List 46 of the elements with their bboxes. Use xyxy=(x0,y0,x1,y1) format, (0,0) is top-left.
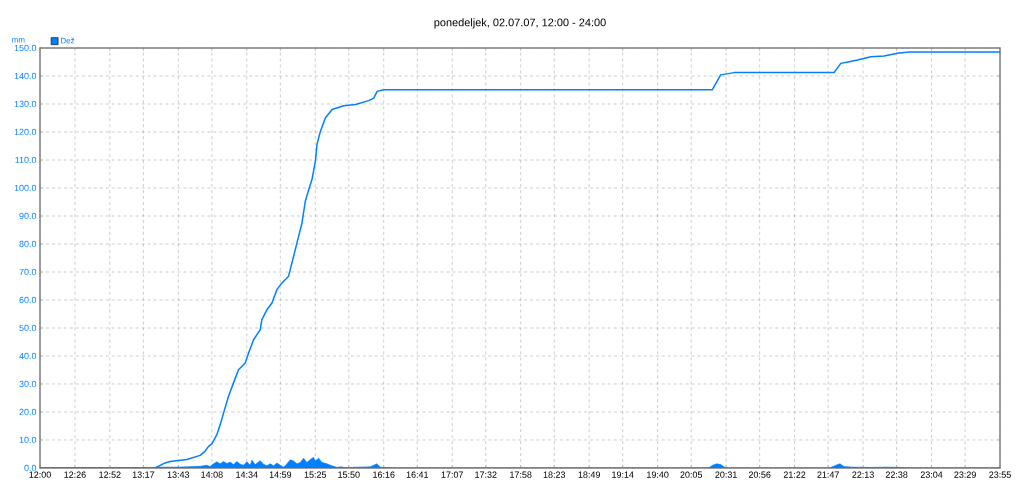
y-tick-label: 70.0 xyxy=(19,268,37,276)
y-tick-label: 100.0 xyxy=(14,184,37,192)
y-tick-label: 50.0 xyxy=(19,324,37,332)
x-tick-label: 20:05 xyxy=(680,471,703,478)
chart-title: ponedeljek, 02.07.07, 12:00 - 24:00 xyxy=(434,18,606,29)
y-tick-label: 90.0 xyxy=(19,212,37,220)
y-tick-label: 120.0 xyxy=(14,128,37,136)
x-tick-label: 14:08 xyxy=(201,471,223,478)
x-tick-label: 17:58 xyxy=(510,471,532,478)
y-tick-label: 40.0 xyxy=(19,352,37,360)
y-tick-label: 140.0 xyxy=(14,72,37,80)
y-tick-label: 150.0 xyxy=(14,44,37,52)
x-tick-label: 19:14 xyxy=(612,471,634,478)
y-tick-label: 10.0 xyxy=(19,436,37,444)
x-tick-label: 22:38 xyxy=(885,471,908,478)
x-tick-label: 14:59 xyxy=(269,471,292,478)
y-tick-label: 110.0 xyxy=(15,156,37,164)
y-tick-label: 80.0 xyxy=(19,240,37,248)
x-tick-label: 16:41 xyxy=(406,471,429,478)
x-tick-label: 17:32 xyxy=(475,471,497,478)
x-tick-label: 19:40 xyxy=(647,471,669,478)
x-tick-label: 15:25 xyxy=(304,471,327,478)
x-tick-label: 21:47 xyxy=(817,471,839,478)
y-tick-label: 20.0 xyxy=(19,408,37,416)
x-tick-label: 23:55 xyxy=(989,471,1011,478)
x-tick-label: 12:52 xyxy=(99,471,121,478)
x-tick-label: 18:49 xyxy=(578,471,600,478)
x-tick-label: 23:04 xyxy=(920,471,943,478)
y-tick-label: 30.0 xyxy=(19,380,37,388)
x-tick-label: 20:56 xyxy=(748,471,771,478)
x-tick-label: 21:22 xyxy=(783,471,806,478)
x-tick-label: 16:16 xyxy=(373,471,395,478)
x-tick-label: 23:29 xyxy=(954,471,976,478)
x-tick-label: 18:23 xyxy=(543,471,566,478)
x-tick-label: 12:26 xyxy=(64,471,86,478)
x-tick-label: 15:50 xyxy=(338,471,360,478)
y-tick-label: 0.0 xyxy=(24,464,37,472)
y-tick-label: 130.0 xyxy=(14,100,37,108)
x-tick-label: 13:43 xyxy=(167,471,190,478)
x-tick-label: 13:17 xyxy=(132,471,155,478)
x-tick-label: 17:07 xyxy=(441,471,463,478)
x-tick-label: 14:34 xyxy=(236,471,258,478)
x-tick-label: 12:00 xyxy=(29,471,51,478)
x-tick-label: 20:31 xyxy=(715,471,737,478)
x-tick-label: 22:13 xyxy=(852,471,874,478)
y-tick-label: 60.0 xyxy=(19,296,37,304)
